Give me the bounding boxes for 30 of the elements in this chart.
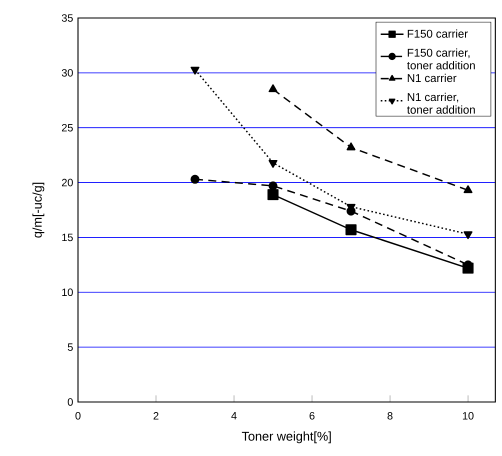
x-tick-label: 10 bbox=[462, 412, 474, 420]
point bbox=[268, 160, 278, 168]
legend-label: N1 carrier, toner addition bbox=[407, 92, 475, 114]
point bbox=[190, 174, 200, 184]
y-tick-label: 35 bbox=[62, 14, 73, 22]
x-tick-label: 2 bbox=[154, 412, 158, 420]
y-tick-label: 20 bbox=[62, 178, 73, 186]
point bbox=[190, 66, 200, 75]
y-tick-label: 25 bbox=[62, 124, 73, 132]
point bbox=[464, 185, 472, 194]
point bbox=[346, 142, 356, 150]
point bbox=[268, 181, 278, 190]
legend-label: F150 carrier, toner addition bbox=[407, 48, 475, 70]
y-tick-label: 5 bbox=[68, 343, 73, 351]
x-axis-title: Toner weight[%] bbox=[242, 431, 331, 444]
point bbox=[268, 84, 278, 92]
x-tick-label: 4 bbox=[231, 412, 237, 420]
legend-label: N1 carrier bbox=[408, 74, 456, 82]
y-axis-title: q/m[-uc/g] bbox=[32, 182, 44, 238]
y-tick-label: 10 bbox=[62, 288, 73, 296]
point bbox=[464, 231, 472, 240]
x-tick-label: 6 bbox=[310, 412, 315, 420]
y-tick-label: 30 bbox=[62, 69, 73, 77]
point bbox=[267, 189, 279, 200]
y-tick-label: 15 bbox=[62, 234, 73, 242]
x-tick-label: 0 bbox=[75, 412, 81, 420]
point bbox=[345, 224, 357, 236]
x-tick-label: 8 bbox=[388, 412, 393, 420]
legend-label: F150 carrier bbox=[408, 29, 468, 38]
y-tick-label: 0 bbox=[68, 398, 73, 406]
